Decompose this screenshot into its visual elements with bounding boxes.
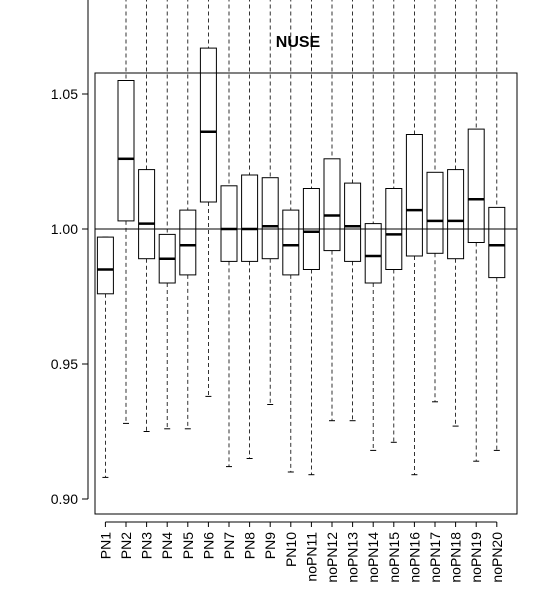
x-tick-label: noPN13 xyxy=(345,532,361,583)
y-tick-label: 1.05 xyxy=(51,86,78,102)
iqr-box xyxy=(199,47,217,203)
x-tick-label: noPN12 xyxy=(324,532,340,583)
y-tick-label: 1.00 xyxy=(51,221,78,237)
x-tick-label: PN3 xyxy=(139,532,155,559)
iqr-box xyxy=(488,206,506,279)
box-noPN12 xyxy=(323,0,341,422)
x-tick-label: PN8 xyxy=(242,532,258,559)
iqr-box xyxy=(179,209,197,276)
x-tick-label: PN7 xyxy=(221,532,237,559)
x-tick-label: noPN11 xyxy=(303,532,319,582)
x-axis: PN1 PN2 PN3 PN4 PN5 PN6 PN7 PN8 PN9 PN10 noPN11 noP… xyxy=(97,521,505,583)
box-PN1 xyxy=(96,236,114,478)
box-PN6 xyxy=(199,0,217,397)
x-tick-label: noPN19 xyxy=(468,532,484,583)
x-tick-label: noPN16 xyxy=(406,532,422,583)
boxes-layer xyxy=(96,0,506,478)
iqr-box xyxy=(467,128,485,244)
iqr-box xyxy=(447,169,465,260)
box-noPN20 xyxy=(488,0,506,451)
y-tick-label: 0.90 xyxy=(51,491,78,507)
iqr-box xyxy=(344,182,362,262)
iqr-box xyxy=(241,174,259,262)
box-noPN16 xyxy=(405,0,423,476)
box-PN10 xyxy=(282,0,300,473)
iqr-box xyxy=(405,134,423,257)
x-tick-label: PN5 xyxy=(180,532,196,559)
plot-frame xyxy=(94,72,518,515)
box-PN7 xyxy=(220,0,238,468)
box-noPN19 xyxy=(467,0,485,462)
iqr-box xyxy=(117,80,135,222)
x-tick-label: PN6 xyxy=(200,532,216,559)
x-tick-label: noPN17 xyxy=(427,532,443,583)
x-tick-label: noPN15 xyxy=(386,532,402,583)
iqr-box xyxy=(261,177,279,260)
box-noPN15 xyxy=(385,0,403,443)
box-PN3 xyxy=(138,0,156,432)
x-tick-label: PN10 xyxy=(283,532,299,567)
x-tick-label: noPN20 xyxy=(489,532,505,583)
iqr-box xyxy=(138,169,156,260)
x-tick-label: PN4 xyxy=(159,532,175,559)
y-tick-label: 0.95 xyxy=(51,356,78,372)
box-PN9 xyxy=(261,0,279,405)
iqr-box xyxy=(220,185,238,262)
iqr-box xyxy=(364,223,382,284)
iqr-box xyxy=(323,158,341,252)
box-noPN17 xyxy=(426,0,444,403)
y-axis: 0.900.951.001.051.101.151.20 xyxy=(51,0,89,507)
iqr-box xyxy=(426,171,444,254)
x-tick-label: noPN18 xyxy=(448,532,464,583)
x-tick-label: PN9 xyxy=(262,532,278,559)
box-noPN13 xyxy=(344,0,362,422)
box-noPN14 xyxy=(364,0,382,451)
x-tick-label: noPN14 xyxy=(365,532,381,583)
box-PN4 xyxy=(158,0,176,430)
x-tick-label: PN2 xyxy=(118,532,134,559)
box-noPN11 xyxy=(302,0,320,476)
iqr-box xyxy=(282,209,300,276)
iqr-box xyxy=(96,236,114,295)
box-PN5 xyxy=(179,0,197,430)
box-PN2 xyxy=(117,0,135,424)
box-noPN18 xyxy=(447,0,465,427)
x-tick-label: PN1 xyxy=(97,532,113,559)
chart-title: NUSE xyxy=(276,34,321,51)
